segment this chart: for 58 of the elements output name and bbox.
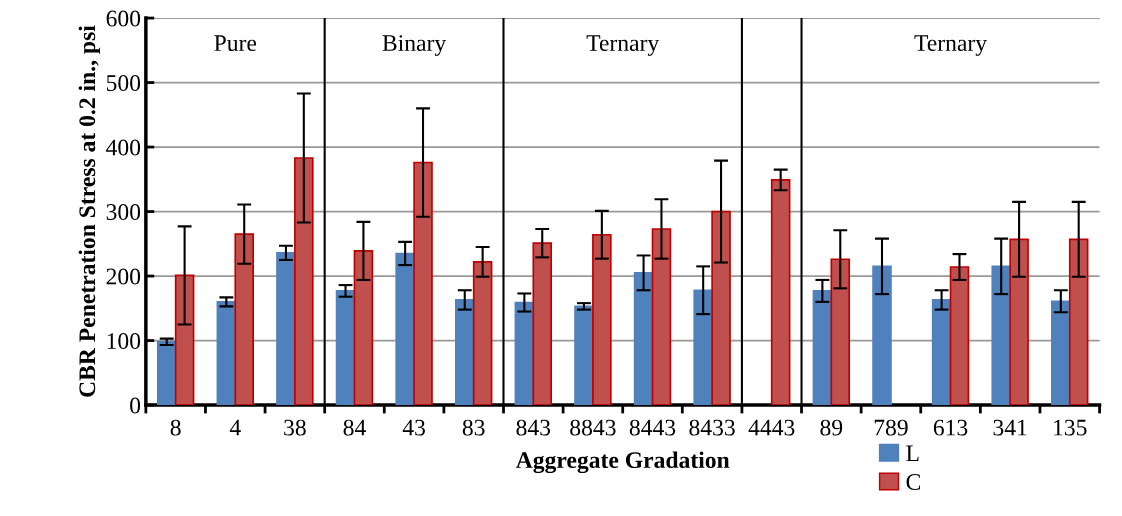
- x-tick-label: 843: [516, 419, 551, 436]
- x-tick-label: 84: [343, 419, 366, 436]
- bar: [454, 299, 475, 406]
- bar: [413, 161, 433, 406]
- x-tick-label: 8: [170, 419, 181, 436]
- bar: [472, 261, 493, 406]
- x-tick-label: 613: [933, 419, 968, 436]
- bar: [276, 252, 296, 406]
- bar: [395, 252, 415, 406]
- bar: [949, 266, 970, 406]
- y-tick-label: 400: [106, 139, 141, 156]
- bar: [1068, 238, 1089, 406]
- legend-label: C: [906, 474, 920, 490]
- annotation: Ternary: [914, 35, 987, 56]
- y-tick-label: 0: [130, 397, 141, 414]
- y-tick-label: 300: [106, 204, 141, 220]
- x-tick-label: 135: [1054, 419, 1087, 436]
- bar: [693, 289, 713, 406]
- bar: [872, 265, 892, 406]
- bar: [234, 233, 254, 406]
- bar: [335, 290, 356, 406]
- bar: [931, 299, 952, 406]
- annotation: Pure: [214, 35, 257, 52]
- x-tick-label: 8443: [629, 419, 676, 436]
- bar: [770, 179, 791, 406]
- x-tick-label: 8843: [570, 419, 616, 436]
- y-tick-label: 100: [107, 333, 141, 349]
- x-tick-label: 4443: [748, 419, 795, 436]
- y-axis-title: CBR Penetration Stress at 0.2 in., psi: [78, 25, 101, 397]
- x-tick-label: 38: [284, 419, 306, 436]
- bar: [532, 242, 553, 406]
- annotation: Binary: [382, 35, 447, 56]
- x-tick-label: 4: [229, 419, 241, 436]
- bar: [294, 157, 314, 406]
- x-tick-label: 789: [874, 419, 908, 436]
- bar: [353, 250, 374, 406]
- bar: [592, 233, 612, 406]
- bar: [651, 228, 672, 406]
- bar: [711, 210, 731, 406]
- x-tick-label: 8433: [689, 419, 735, 436]
- bar: [830, 258, 851, 406]
- x-tick-label: 89: [820, 419, 843, 436]
- y-tick-label: 500: [106, 75, 141, 91]
- annotation: Ternary: [586, 35, 660, 56]
- bar: [574, 305, 594, 406]
- legend-label: L: [906, 445, 919, 462]
- x-axis-title: Aggregate Gradation: [515, 451, 730, 474]
- y-tick-label: 200: [106, 268, 141, 285]
- y-tick-label: 600: [106, 10, 141, 27]
- x-tick-label: 43: [402, 419, 425, 436]
- x-tick-label: 83: [462, 419, 485, 436]
- bar: [991, 265, 1011, 406]
- bar: [1051, 300, 1071, 406]
- bar: [174, 274, 195, 406]
- x-tick-label: 341: [993, 419, 1027, 436]
- bar: [1009, 238, 1029, 406]
- bar: [156, 341, 177, 406]
- bar: [633, 272, 654, 406]
